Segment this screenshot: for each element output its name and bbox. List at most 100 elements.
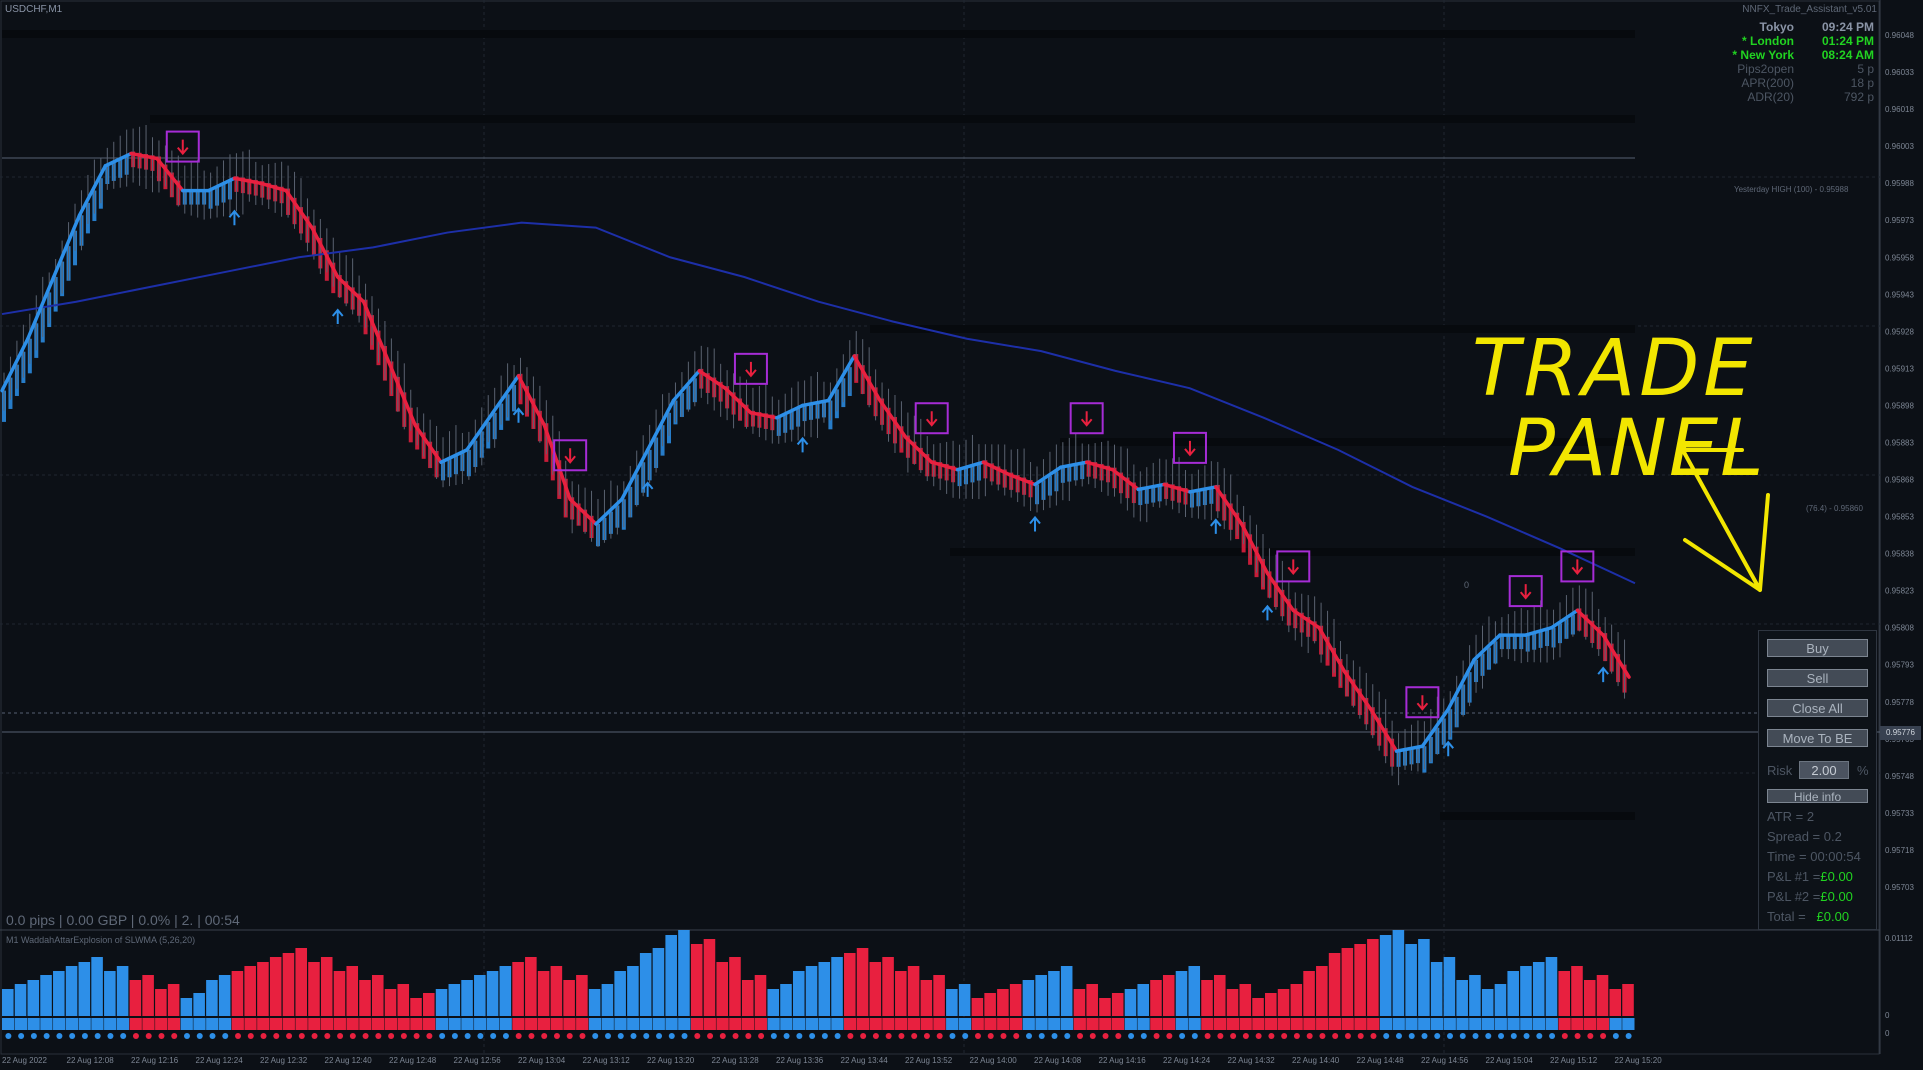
signal-strip <box>269 1018 283 1030</box>
move-to-be-button[interactable]: Move To BE <box>1767 729 1868 747</box>
dot-strip <box>1344 1033 1351 1039</box>
signal-strip <box>614 1018 627 1030</box>
signal-strip <box>346 1018 359 1030</box>
indicator-bar <box>1277 989 1290 1016</box>
price-tick: 0.95988 <box>1885 179 1914 188</box>
trend-line-segment <box>1110 467 1141 492</box>
indicator-bar <box>563 980 575 1016</box>
signal-strip <box>1456 1018 1469 1030</box>
indicator-bar <box>78 962 91 1016</box>
trend-line-segment <box>878 398 908 440</box>
dot-strip <box>477 1033 484 1039</box>
signal-strip <box>1341 1018 1354 1030</box>
trend-line-segment <box>1239 522 1270 576</box>
dot-strip <box>1421 1033 1428 1039</box>
time-tick: 22 Aug 14:40 <box>1292 1056 1340 1065</box>
level-zone <box>150 115 1635 123</box>
trend-line-segment <box>1162 482 1192 494</box>
level-zone <box>2 30 1635 38</box>
dot-strip <box>1536 1033 1543 1039</box>
dot-strip <box>528 1033 535 1039</box>
signal-strip <box>550 1018 563 1030</box>
dot-strip <box>451 1033 458 1039</box>
dot-strip <box>783 1033 790 1039</box>
trend-line-segment <box>77 164 108 218</box>
indicator-bar <box>1583 980 1596 1016</box>
indicator-bar <box>767 989 780 1016</box>
trend-line-segment <box>284 188 314 230</box>
indicator-bar <box>1265 993 1277 1016</box>
sell-signal-box <box>914 402 949 435</box>
trend-line-segment <box>542 423 572 502</box>
dot-strip <box>235 1033 242 1039</box>
indicator-bar <box>1162 975 1175 1016</box>
indicator-bar <box>792 971 805 1016</box>
trend-line-segment <box>413 423 443 464</box>
risk-unit: % <box>1857 763 1869 778</box>
signal-strip <box>576 1018 589 1030</box>
indicator-bar <box>754 975 767 1016</box>
signal-strip <box>933 1018 946 1030</box>
signal-strip <box>320 1018 334 1030</box>
chart-frame <box>0 0 1880 1055</box>
dot-strip <box>834 1033 841 1039</box>
stat-name: APR(200) <box>1741 76 1794 90</box>
trend-line-segment <box>775 403 805 420</box>
price-tick: 0.95853 <box>1885 513 1914 522</box>
dot-strip <box>273 1033 280 1039</box>
risk-label: Risk <box>1767 763 1793 778</box>
close-all-button[interactable]: Close All <box>1767 699 1868 717</box>
time-tick: 22 Aug 15:04 <box>1486 1056 1534 1065</box>
trend-line-segment <box>26 275 56 341</box>
indicator-bar <box>499 966 512 1016</box>
signal-strip <box>1124 1018 1137 1030</box>
trend-line-segment <box>1317 625 1347 674</box>
dot-strip <box>388 1033 395 1039</box>
dot-strip <box>1561 1033 1568 1039</box>
indicator-bar <box>1099 998 1111 1016</box>
indicator-bar <box>805 966 818 1016</box>
time-tick: 22 Aug 12:40 <box>325 1056 373 1065</box>
price-tick: 0.95748 <box>1885 772 1914 781</box>
indicator-bar <box>1137 984 1150 1016</box>
signal-strip <box>754 1018 767 1030</box>
buy-button[interactable]: Buy <box>1767 639 1868 657</box>
signal-strip <box>882 1018 895 1030</box>
signal-strip <box>780 1018 793 1030</box>
indicator-bar <box>257 962 269 1016</box>
indicator-bar <box>1048 971 1060 1016</box>
indicator-bar <box>984 993 996 1016</box>
indicator-bar <box>116 966 129 1016</box>
hide-info-button[interactable]: Hide info <box>1767 789 1868 804</box>
indicator-tick: 0.01112 <box>1885 934 1913 943</box>
dot-strip <box>1115 1033 1122 1039</box>
trend-line-segment <box>852 354 882 403</box>
dot-strip <box>923 1033 930 1039</box>
dot-strip <box>183 1033 190 1039</box>
stat-name: ADR(20) <box>1747 90 1794 104</box>
sell-signal-box <box>1172 431 1207 464</box>
indicator-bar <box>1009 984 1022 1016</box>
indicator-bar <box>461 980 473 1016</box>
trend-line-segment <box>1291 608 1321 630</box>
dot-strip <box>209 1033 216 1039</box>
dot-strip <box>987 1033 994 1039</box>
trend-line-segment <box>1059 460 1089 469</box>
time-tick: 22 Aug 12:48 <box>389 1056 437 1065</box>
sell-signal-box <box>165 130 200 163</box>
risk-input[interactable]: 2.00 <box>1799 761 1849 779</box>
indicator-bar <box>831 957 843 1016</box>
sell-arrow-icon <box>1287 559 1300 575</box>
time-tick: 22 Aug 14:08 <box>1034 1056 1082 1065</box>
signal-strip <box>1405 1018 1418 1030</box>
sell-signal-box <box>1560 550 1595 583</box>
price-tick: 0.95868 <box>1885 476 1914 485</box>
indicator-bar <box>741 980 754 1016</box>
indicator-bar <box>346 966 359 1016</box>
session-row: * London 01:24 PM <box>1722 34 1874 48</box>
signal-strip <box>193 1018 206 1030</box>
sell-button[interactable]: Sell <box>1767 669 1868 687</box>
symbol-label: USDCHF,M1 <box>5 4 63 15</box>
dot-strip <box>1051 1033 1058 1039</box>
dot-strip <box>107 1033 114 1039</box>
